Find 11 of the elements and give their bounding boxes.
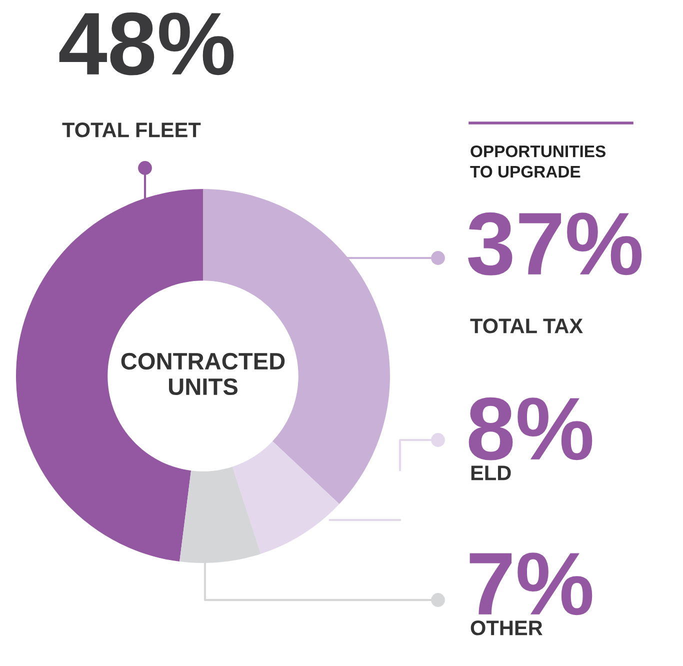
data-label: 7%: [470, 552, 592, 616]
slice-label: TOTAL FLEET: [62, 122, 201, 138]
data-label: 48%: [59, 12, 234, 76]
donut-slice: [232, 441, 340, 554]
data-label: 8%: [468, 397, 592, 460]
data-label: 37%: [468, 212, 642, 276]
text: OPPORTUNITIES TO UPGRADE: [470, 145, 606, 178]
slice-label: TOTAL TAX: [470, 318, 583, 334]
slice-label: ELD: [471, 466, 511, 480]
slice-label: OTHER: [470, 620, 542, 636]
text: CONTRACTED UNITS: [121, 352, 285, 396]
